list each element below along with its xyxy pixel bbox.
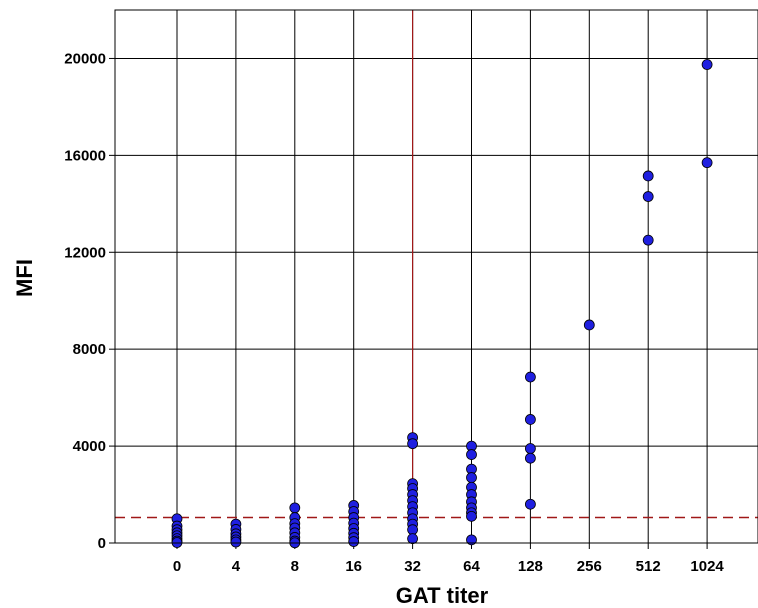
x-tick-label: 32 bbox=[404, 558, 421, 575]
x-tick-label: 64 bbox=[463, 558, 480, 575]
x-tick-label: 128 bbox=[518, 558, 543, 575]
data-point bbox=[466, 449, 477, 460]
grid bbox=[109, 10, 758, 549]
data-point bbox=[701, 59, 713, 70]
data-point bbox=[230, 536, 242, 548]
data-point bbox=[642, 170, 654, 182]
y-tick-label: 4000 bbox=[73, 438, 106, 455]
data-point bbox=[348, 536, 360, 547]
y-tick-labels: 0 4000 8000 12000 16000 20000 bbox=[64, 50, 106, 552]
y-tick-label: 0 bbox=[98, 535, 106, 552]
data-point bbox=[525, 498, 536, 510]
data-point bbox=[466, 472, 477, 483]
y-axis-title: MFI bbox=[12, 259, 37, 297]
data-point bbox=[466, 534, 477, 546]
x-tick-label: 8 bbox=[291, 558, 299, 575]
data-point bbox=[701, 157, 713, 169]
x-tick-label: 256 bbox=[577, 558, 602, 575]
x-tick-label: 512 bbox=[636, 558, 661, 575]
reference-lines bbox=[115, 10, 758, 543]
data-point bbox=[525, 414, 536, 425]
data-point bbox=[407, 524, 419, 536]
x-axis-title: GAT titer bbox=[396, 583, 489, 608]
y-tick-label: 16000 bbox=[64, 147, 106, 164]
x-tick-label: 1024 bbox=[690, 558, 724, 575]
x-tick-label: 4 bbox=[232, 558, 241, 575]
data-point bbox=[642, 234, 654, 246]
data-point bbox=[407, 533, 419, 545]
y-tick-label: 8000 bbox=[73, 341, 106, 358]
x-tick-label: 16 bbox=[345, 558, 362, 575]
x-tick-label: 0 bbox=[173, 558, 181, 575]
data-point bbox=[407, 438, 419, 450]
plot-frame bbox=[114, 9, 758, 544]
data-point bbox=[583, 319, 595, 331]
y-tick-label: 20000 bbox=[64, 50, 106, 67]
data-point bbox=[289, 502, 301, 514]
data-point bbox=[466, 510, 477, 522]
data-point bbox=[642, 191, 654, 202]
data-point bbox=[525, 452, 536, 464]
x-tick-labels: 0 4 8 16 32 64 128 256 512 1024 bbox=[173, 558, 725, 575]
y-tick-label: 12000 bbox=[64, 244, 106, 261]
data-point bbox=[525, 443, 536, 454]
data-point bbox=[525, 371, 536, 383]
data-points bbox=[171, 59, 713, 549]
